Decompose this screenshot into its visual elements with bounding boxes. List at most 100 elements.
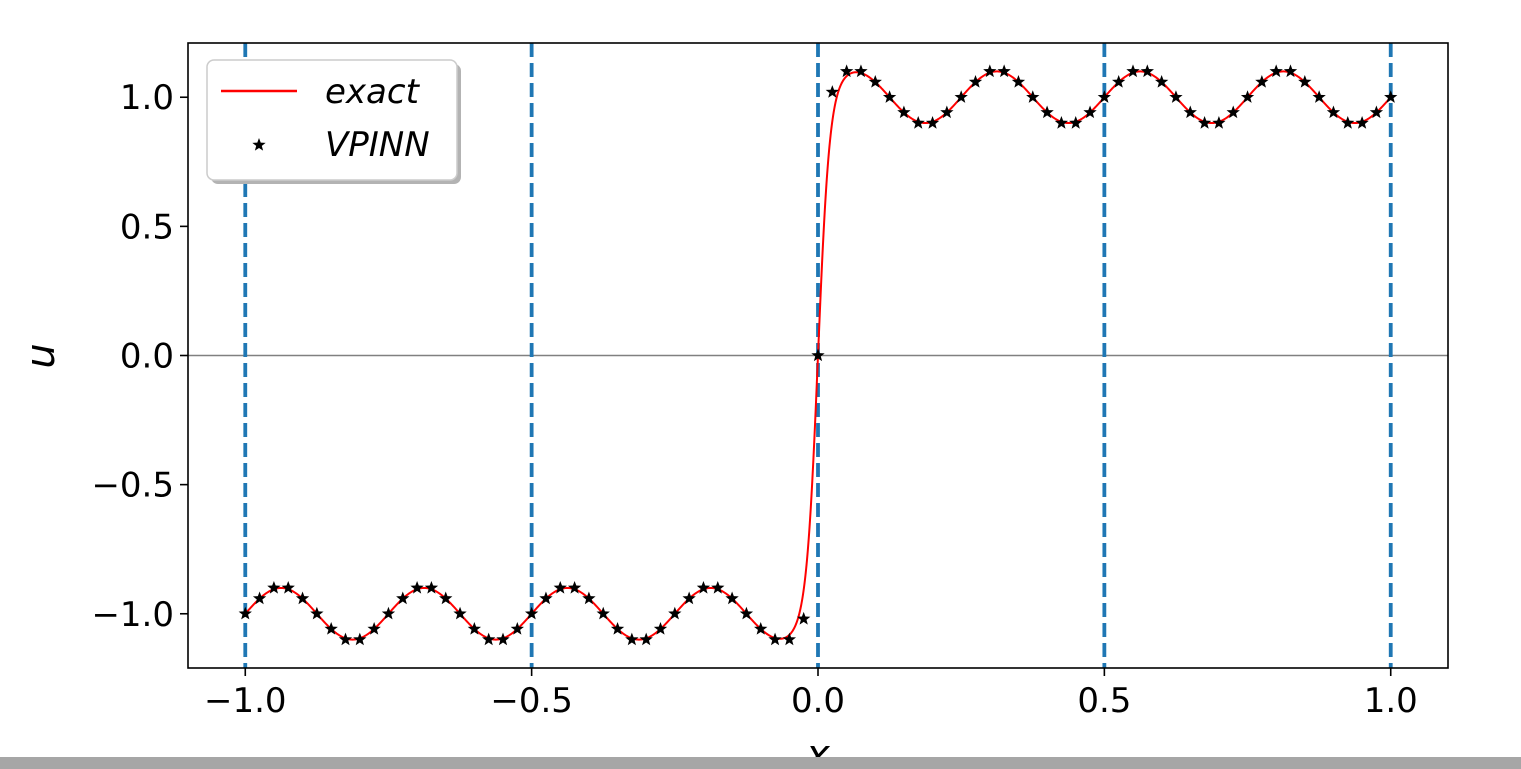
vpinn-marker (396, 591, 410, 605)
y-tick-label: 0.0 (120, 337, 174, 377)
vpinn-marker (868, 75, 882, 88)
legend-exact-label: exact (325, 72, 421, 112)
vpinn-marker (1011, 75, 1026, 88)
vpinn-marker (1384, 90, 1398, 103)
vpinn-marker (825, 85, 839, 98)
vpinn-marker (410, 580, 424, 594)
vpinn-marker (1283, 64, 1298, 78)
vpinn-marker (1069, 116, 1083, 129)
vpinn-marker (1169, 90, 1183, 103)
x-tick-label: 0.5 (1077, 681, 1131, 721)
vpinn-marker (1226, 105, 1240, 119)
vpinn-marker (696, 580, 711, 594)
vpinn-marker (897, 105, 911, 119)
vpinn-marker (510, 622, 524, 635)
vpinn-marker (381, 606, 396, 620)
vpinn-marker (754, 622, 768, 635)
vpinn-marker (839, 64, 854, 78)
vpinn-marker (267, 580, 281, 594)
vpinn-marker (782, 632, 797, 646)
vpinn-marker (983, 64, 997, 78)
legend-vpinn-label: VPINN (325, 125, 430, 165)
vpinn-marker (653, 622, 668, 635)
vpinn-marker (553, 580, 567, 594)
vpinn-marker (940, 105, 954, 119)
vpinn-marker (1140, 64, 1154, 78)
vpinn-marker (252, 591, 267, 605)
vpinn-marker (1026, 90, 1040, 103)
vpinn-marker (1212, 116, 1226, 129)
vpinn-marker (882, 90, 897, 103)
vpinn-marker (668, 606, 682, 620)
y-tick-label: −1.0 (91, 595, 174, 635)
vpinn-marker (768, 632, 782, 646)
vpinn-marker (424, 580, 439, 594)
vpinn-marker (911, 116, 925, 129)
vpinn-marker (1269, 64, 1283, 78)
x-tick-label: 0.0 (791, 681, 845, 721)
vpinn-marker (997, 64, 1011, 78)
legend: exact VPINN (206, 59, 461, 184)
vpinn-marker (854, 64, 868, 78)
vpinn-marker (567, 580, 582, 594)
vpinn-marker (338, 632, 353, 646)
vpinn-marker (1112, 75, 1126, 88)
vpinn-marker (1097, 90, 1112, 103)
x-axis-label: x (804, 732, 830, 757)
vpinn-marker (453, 606, 467, 620)
vpinn-marker (482, 632, 496, 646)
vpinn-marker (968, 75, 983, 88)
vpinn-marker (1054, 116, 1069, 129)
vpinn-marker (797, 611, 811, 625)
vpinn-marker (367, 622, 381, 635)
vpinn-marker (639, 632, 653, 646)
vpinn-marker (524, 606, 539, 620)
vpinn-marker (1326, 105, 1341, 119)
x-tick-label: −1.0 (204, 681, 287, 721)
vpinn-marker (725, 591, 739, 605)
vpinn-marker (353, 632, 367, 646)
y-tick-label: 1.0 (120, 78, 174, 118)
vpinn-marker (1197, 116, 1212, 129)
vpinn-marker (925, 116, 940, 129)
vpinn-marker (811, 348, 825, 362)
vpinn-marker (625, 632, 639, 646)
vpinn-marker (682, 591, 696, 605)
vpinn-marker (1341, 116, 1355, 129)
y-tick-label: −0.5 (91, 466, 174, 506)
vpinn-marker (739, 606, 754, 620)
vpinn-marker (596, 606, 610, 620)
vpinn-marker (954, 90, 968, 103)
vpinn-marker (582, 591, 596, 605)
vpinn-marker (1355, 116, 1369, 129)
legend-star-marker (252, 138, 266, 151)
vpinn-marker (496, 632, 510, 646)
vpinn-marker (1255, 75, 1269, 88)
vpinn-marker (1183, 105, 1197, 119)
vpinn-marker (281, 580, 295, 594)
vpinn-marker (1126, 64, 1140, 78)
window-bottom-bar (0, 757, 1521, 769)
vpinn-marker (238, 606, 252, 620)
vpinn-marker (1298, 75, 1312, 88)
vpinn-marker (1154, 75, 1169, 88)
vpinn-marker (1312, 90, 1326, 103)
vpinn-marker (539, 591, 553, 605)
vpinn-marker (295, 591, 310, 605)
vpinn-marker (467, 622, 482, 635)
vpinn-marker (1369, 105, 1384, 119)
y-tick-label: 0.5 (120, 207, 174, 247)
vpinn-marker (324, 622, 338, 635)
vpinn-marker (610, 622, 625, 635)
vpinn-marker (1240, 90, 1255, 103)
legend-vpinn-swatch (252, 138, 266, 151)
vpinn-marker (1083, 105, 1097, 119)
vpinn-marker (310, 606, 324, 620)
y-axis-label: u (18, 343, 64, 368)
vpinn-marker (1040, 105, 1054, 119)
x-tick-label: 1.0 (1364, 681, 1418, 721)
vpinn-marker (711, 580, 725, 594)
vpinn-marker (439, 591, 453, 605)
x-tick-label: −0.5 (490, 681, 573, 721)
